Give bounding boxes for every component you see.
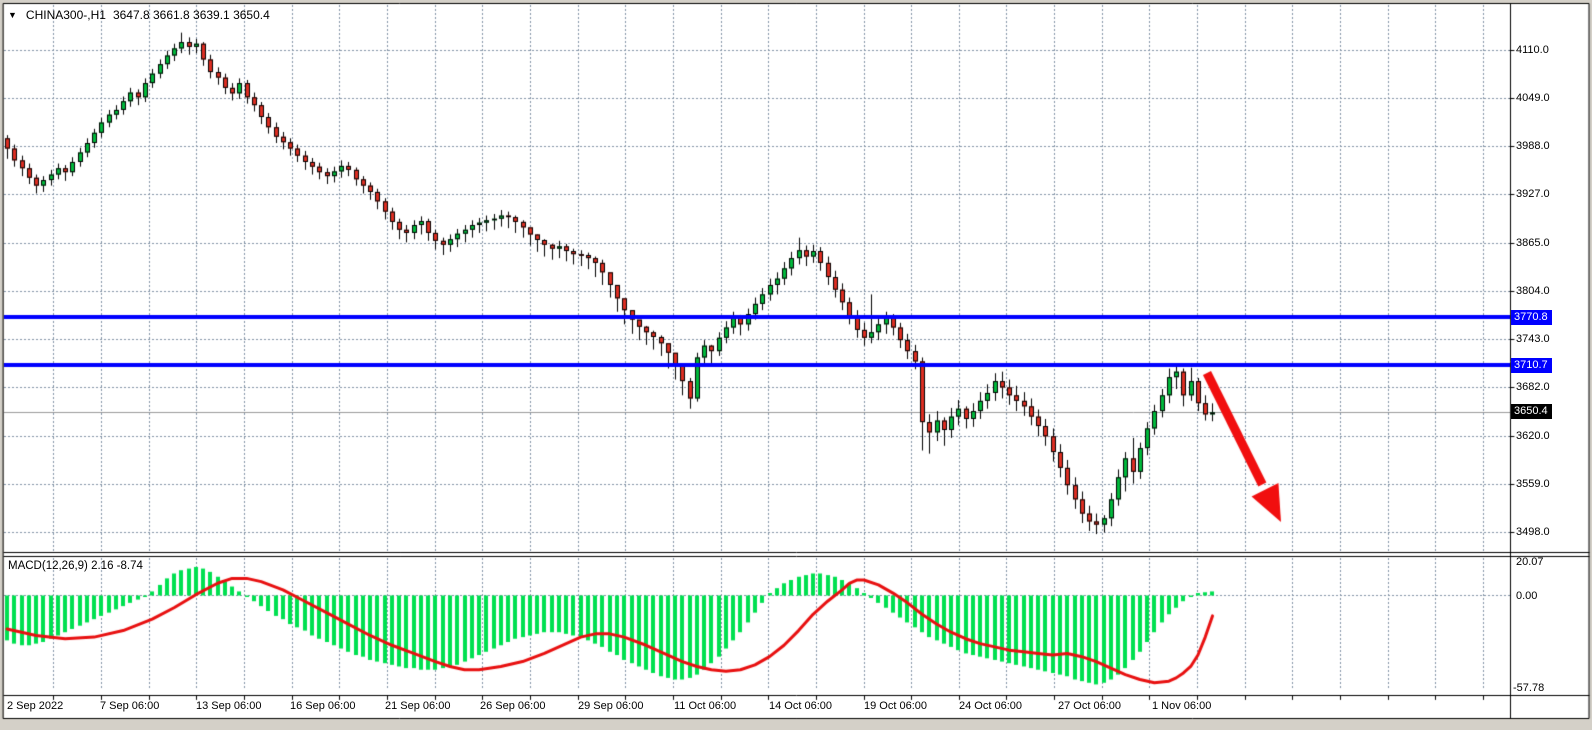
- hline-price-tag-lower: 3710.7: [1511, 358, 1552, 373]
- price-axis-label: 3682.0: [1516, 381, 1550, 394]
- price-axis-label: 3927.0: [1516, 188, 1550, 201]
- time-axis-label: 29 Sep 06:00: [578, 700, 644, 712]
- time-axis-label: 16 Sep 06:00: [290, 700, 356, 712]
- bid-price-tag: 3650.4: [1511, 404, 1552, 419]
- time-axis-label: 19 Oct 06:00: [864, 700, 927, 712]
- price-axis-label: 3988.0: [1516, 140, 1550, 153]
- price-axis-label: 3743.0: [1516, 333, 1550, 346]
- macd-axis-label-max: 20.07: [1516, 556, 1544, 568]
- price-axis-label: 3559.0: [1516, 478, 1550, 491]
- hline-price-tag-upper: 3770.8: [1511, 310, 1552, 325]
- price-axis-label: 4049.0: [1516, 92, 1550, 105]
- time-axis-label: 27 Oct 06:00: [1058, 700, 1121, 712]
- time-axis-label: 11 Oct 06:00: [674, 700, 737, 712]
- price-axis-label: 3804.0: [1516, 285, 1550, 298]
- time-axis-label: 26 Sep 06:00: [480, 700, 546, 712]
- macd-axis-label-min: -57.78: [1513, 682, 1545, 694]
- time-axis-label: 2 Sep 2022: [7, 700, 64, 712]
- time-axis-label: 7 Sep 06:00: [100, 700, 160, 712]
- ohlc-readout: 3647.8 3661.8 3639.1 3650.4: [112, 8, 270, 22]
- symbol-title: CHINA300-,H1: [25, 8, 106, 22]
- time-axis-label: 14 Oct 06:00: [769, 700, 832, 712]
- macd-axis-label-zero: 0.00: [1516, 590, 1538, 602]
- time-axis-label: 24 Oct 06:00: [959, 700, 1022, 712]
- price-axis-label: 3498.0: [1516, 526, 1550, 539]
- symbol-header: ▼ CHINA300-,H1 3647.8 3661.8 3639.1 3650…: [8, 8, 270, 22]
- price-axis-label: 3620.0: [1516, 430, 1550, 443]
- time-axis-label: 21 Sep 06:00: [385, 700, 451, 712]
- macd-indicator-label: MACD(12,26,9) 2.16 -8.74: [8, 560, 143, 572]
- time-axis-label: 13 Sep 06:00: [196, 700, 262, 712]
- time-axis-label: 1 Nov 06:00: [1152, 700, 1212, 712]
- price-axis-label: 4110.0: [1516, 44, 1549, 56]
- symbol-dropdown-icon[interactable]: ▼: [8, 10, 17, 20]
- price-axis-label: 3865.0: [1516, 237, 1550, 250]
